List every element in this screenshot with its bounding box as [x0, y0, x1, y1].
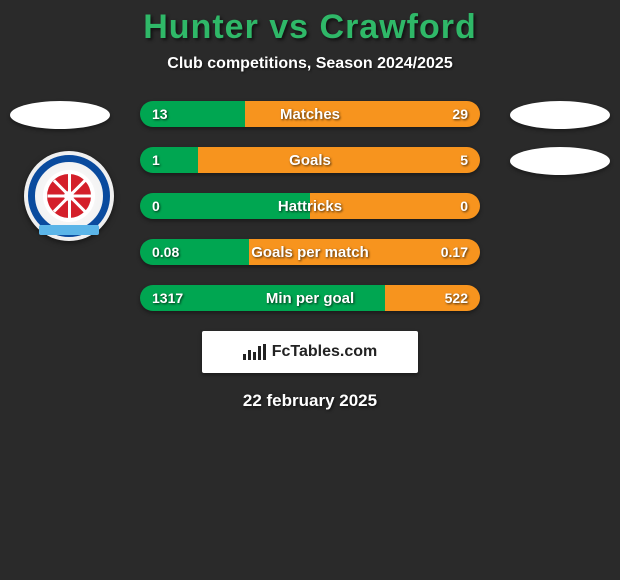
stat-label: Hattricks: [140, 193, 480, 219]
bar-chart-icon: [243, 344, 266, 360]
stat-row: 15Goals: [140, 147, 480, 173]
infographic-container: Hunter vs Crawford Club competitions, Se…: [0, 0, 620, 411]
player-left-badge-placeholder: [10, 101, 110, 129]
club-crest-left: [24, 151, 114, 241]
stat-bars: 1329Matches 15Goals 00Hattricks 0.080.17Goa…: [140, 101, 480, 311]
stat-row: 0.080.17Goals per match: [140, 239, 480, 265]
date-text: 22 february 2025: [0, 391, 620, 411]
stat-label: Goals: [140, 147, 480, 173]
stat-row: 00Hattricks: [140, 193, 480, 219]
player-right-badge-placeholder-2: [510, 147, 610, 175]
attribution-box: FcTables.com: [202, 331, 418, 373]
stat-label: Min per goal: [140, 285, 480, 311]
stats-area: 1329Matches 15Goals 00Hattricks 0.080.17Goa…: [0, 101, 620, 311]
stat-label: Goals per match: [140, 239, 480, 265]
subtitle: Club competitions, Season 2024/2025: [0, 55, 620, 73]
stat-row: 1317522Min per goal: [140, 285, 480, 311]
stat-row: 1329Matches: [140, 101, 480, 127]
page-title: Hunter vs Crawford: [0, 8, 620, 47]
player-right-badge-placeholder-1: [510, 101, 610, 129]
attribution-text: FcTables.com: [272, 343, 378, 361]
stat-label: Matches: [140, 101, 480, 127]
ship-wheel-icon: [47, 174, 91, 218]
